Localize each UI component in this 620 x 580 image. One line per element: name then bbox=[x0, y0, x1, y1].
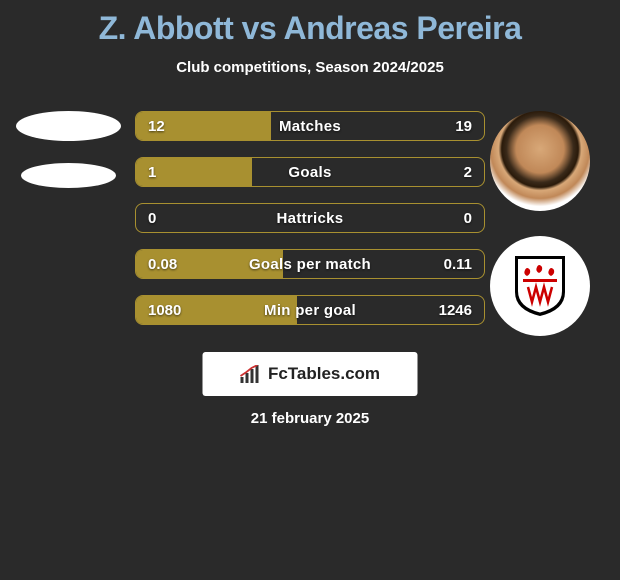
stat-label: Goals bbox=[136, 158, 484, 186]
stat-row: 1 Goals 2 bbox=[135, 157, 485, 187]
stat-label: Hattricks bbox=[136, 204, 484, 232]
stat-rows: 12 Matches 19 1 Goals 2 0 Hattricks 0 0.… bbox=[135, 111, 485, 341]
stat-row: 1080 Min per goal 1246 bbox=[135, 295, 485, 325]
stat-right-value: 0 bbox=[464, 204, 472, 232]
stat-row: 0 Hattricks 0 bbox=[135, 203, 485, 233]
right-player-avatar bbox=[490, 111, 590, 211]
source-badge: FcTables.com bbox=[203, 352, 418, 396]
stat-row: 12 Matches 19 bbox=[135, 111, 485, 141]
stat-right-value: 2 bbox=[464, 158, 472, 186]
stat-label: Goals per match bbox=[136, 250, 484, 278]
left-player-avatar bbox=[16, 111, 121, 141]
left-club-logo bbox=[21, 163, 116, 188]
left-player-column bbox=[8, 111, 128, 188]
stat-label: Matches bbox=[136, 112, 484, 140]
comparison-content: 12 Matches 19 1 Goals 2 0 Hattricks 0 0.… bbox=[0, 111, 620, 361]
source-badge-text: FcTables.com bbox=[268, 364, 380, 384]
page-subtitle: Club competitions, Season 2024/2025 bbox=[0, 59, 620, 76]
fulham-shield-icon bbox=[513, 254, 567, 318]
page-title: Z. Abbott vs Andreas Pereira bbox=[0, 0, 620, 47]
right-club-logo bbox=[490, 236, 590, 336]
stat-right-value: 1246 bbox=[439, 296, 472, 324]
stat-row: 0.08 Goals per match 0.11 bbox=[135, 249, 485, 279]
stat-right-value: 19 bbox=[455, 112, 472, 140]
bar-chart-icon bbox=[240, 365, 262, 383]
footer-date: 21 february 2025 bbox=[0, 410, 620, 427]
stat-right-value: 0.11 bbox=[444, 250, 472, 278]
right-player-column bbox=[480, 111, 600, 336]
stat-label: Min per goal bbox=[136, 296, 484, 324]
